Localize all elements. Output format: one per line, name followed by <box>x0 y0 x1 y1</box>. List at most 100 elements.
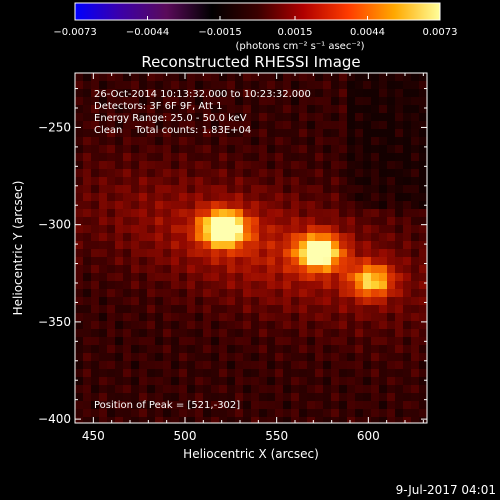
heatmap-pixel <box>379 329 387 337</box>
heatmap-pixel <box>155 177 163 185</box>
heatmap-pixel <box>243 73 251 81</box>
heatmap-pixel <box>267 273 275 281</box>
heatmap-pixel <box>99 137 107 145</box>
heatmap-pixel <box>339 313 347 321</box>
heatmap-pixel <box>123 369 131 377</box>
heatmap-pixel <box>235 353 243 361</box>
heatmap-pixel <box>331 377 339 385</box>
heatmap-pixel <box>147 145 155 153</box>
heatmap-pixel <box>419 217 427 225</box>
heatmap-pixel <box>171 313 179 321</box>
heatmap-pixel <box>147 193 155 201</box>
heatmap-pixel <box>251 385 259 393</box>
heatmap-pixel <box>83 281 91 289</box>
heatmap-pixel <box>387 89 395 97</box>
heatmap-pixel <box>227 161 235 169</box>
heatmap-pixel <box>283 305 291 313</box>
heatmap-pixel <box>243 217 251 225</box>
heatmap-pixel <box>403 361 411 369</box>
heatmap-pixel <box>379 113 387 121</box>
heatmap-pixel <box>83 209 91 217</box>
heatmap-pixel <box>371 273 379 281</box>
heatmap-pixel <box>211 273 219 281</box>
heatmap-pixel <box>267 225 275 233</box>
heatmap-pixel <box>379 137 387 145</box>
heatmap-pixel <box>267 105 275 113</box>
heatmap-pixel <box>187 257 195 265</box>
heatmap-pixel <box>315 249 323 257</box>
heatmap-pixel <box>147 113 155 121</box>
heatmap-pixel <box>283 409 291 417</box>
heatmap-pixel <box>331 305 339 313</box>
heatmap-pixel <box>75 417 83 423</box>
heatmap-pixel <box>227 345 235 353</box>
heatmap-pixel <box>195 233 203 241</box>
heatmap-pixel <box>379 89 387 97</box>
heatmap-pixel <box>131 217 139 225</box>
heatmap-pixel <box>299 353 307 361</box>
heatmap-pixel <box>227 193 235 201</box>
heatmap-pixel <box>139 409 147 417</box>
heatmap-pixel <box>339 329 347 337</box>
heatmap-pixel <box>171 345 179 353</box>
heatmap-pixel <box>339 169 347 177</box>
heatmap-pixel <box>219 361 227 369</box>
heatmap-pixel <box>91 305 99 313</box>
heatmap-pixel <box>227 257 235 265</box>
heatmap-pixel <box>131 89 139 97</box>
heatmap-pixel <box>227 89 235 97</box>
heatmap-pixel <box>291 73 299 81</box>
heatmap-pixel <box>171 169 179 177</box>
heatmap-pixel <box>107 361 115 369</box>
heatmap-pixel <box>171 273 179 281</box>
heatmap-pixel <box>203 369 211 377</box>
heatmap-pixel <box>123 401 131 409</box>
heatmap-pixel <box>291 225 299 233</box>
heatmap-pixel <box>291 145 299 153</box>
heatmap-pixel <box>179 249 187 257</box>
heatmap-pixel <box>195 153 203 161</box>
heatmap-pixel <box>179 209 187 217</box>
heatmap-pixel <box>107 417 115 423</box>
heatmap-pixel <box>267 417 275 423</box>
heatmap-pixel <box>395 401 403 409</box>
heatmap-pixel <box>99 233 107 241</box>
heatmap-pixel <box>387 409 395 417</box>
heatmap-pixel <box>91 177 99 185</box>
heatmap-pixel <box>107 273 115 281</box>
heatmap-pixel <box>299 369 307 377</box>
heatmap-pixel <box>235 81 243 89</box>
heatmap-pixel <box>99 265 107 273</box>
heatmap-pixel <box>139 313 147 321</box>
heatmap-pixel <box>387 169 395 177</box>
heatmap-pixel <box>379 97 387 105</box>
heatmap-pixel <box>107 129 115 137</box>
heatmap-pixel <box>171 233 179 241</box>
heatmap-pixel <box>371 369 379 377</box>
heatmap-pixel <box>203 177 211 185</box>
heatmap-pixel <box>371 377 379 385</box>
heatmap-pixel <box>123 217 131 225</box>
heatmap-pixel <box>251 145 259 153</box>
heatmap-pixel <box>227 417 235 423</box>
heatmap-pixel <box>307 345 315 353</box>
heatmap-pixel <box>347 209 355 217</box>
heatmap-pixel <box>195 297 203 305</box>
heatmap-pixel <box>403 145 411 153</box>
heatmap-pixel <box>163 345 171 353</box>
heatmap-pixel <box>347 385 355 393</box>
heatmap-pixel <box>211 289 219 297</box>
heatmap-pixel <box>235 105 243 113</box>
heatmap-pixel <box>371 97 379 105</box>
heatmap-pixel <box>307 281 315 289</box>
heatmap-pixel <box>219 217 227 225</box>
heatmap-pixel <box>243 409 251 417</box>
heatmap-pixel <box>75 185 83 193</box>
heatmap-pixel <box>83 329 91 337</box>
heatmap-pixel <box>163 321 171 329</box>
heatmap-pixel <box>171 409 179 417</box>
heatmap-pixel <box>283 217 291 225</box>
heatmap-pixel <box>395 129 403 137</box>
heatmap-pixel <box>219 89 227 97</box>
heatmap-pixel <box>155 241 163 249</box>
